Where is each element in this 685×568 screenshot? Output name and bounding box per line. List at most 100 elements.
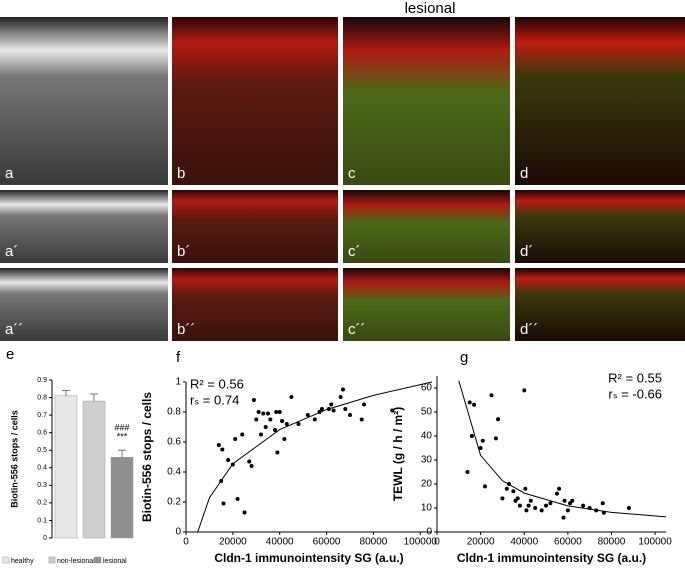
x-tick-label: 80000 (360, 537, 388, 548)
point (266, 411, 270, 416)
point (489, 393, 494, 398)
x-tick-label: 100000 (638, 537, 672, 548)
legend-label: healthy (11, 558, 34, 565)
point (522, 388, 527, 393)
x-tick-label: 40000 (266, 537, 294, 548)
micrograph (343, 190, 510, 263)
point (511, 489, 516, 494)
point (312, 417, 317, 422)
micrograph (172, 190, 338, 263)
point (390, 408, 395, 413)
point (331, 408, 336, 413)
annotation: R² = 0.56 (190, 376, 244, 391)
point (467, 400, 472, 405)
panel-label: e (6, 346, 14, 363)
y-tick-label: 0.8 (167, 407, 181, 418)
micrograph-label: d´´ (520, 321, 538, 338)
micrograph-label: c (348, 165, 356, 182)
point (247, 459, 252, 464)
y-tick-label: 0 (43, 535, 47, 542)
y-tick-label: 0.3 (37, 482, 47, 489)
point (319, 407, 324, 411)
point (338, 395, 343, 399)
point (570, 498, 575, 503)
point (493, 436, 498, 441)
point (242, 510, 247, 515)
legend-label: non-lesional (57, 558, 95, 565)
point (305, 413, 310, 417)
micrograph (0, 17, 168, 185)
point (273, 428, 278, 432)
annotation: rₛ = 0.74 (190, 392, 239, 407)
y-tick-label: 40 (421, 431, 433, 442)
micrograph (172, 17, 338, 185)
point (359, 417, 364, 422)
micrograph (343, 17, 510, 185)
y-tick-label: 0.7 (37, 412, 47, 419)
point (517, 503, 522, 508)
annotation: R² = 0.55 (608, 370, 662, 385)
figure-title: lesional (405, 0, 456, 17)
point (465, 470, 470, 474)
point (554, 491, 559, 496)
point (240, 432, 245, 437)
point (533, 506, 538, 510)
point (526, 503, 531, 508)
micrograph-label: a´ (5, 243, 18, 260)
point (528, 498, 533, 503)
point (469, 434, 474, 438)
point (317, 410, 322, 414)
point (581, 503, 586, 508)
x-tick-label: 0 (183, 537, 189, 548)
point (261, 411, 266, 416)
y-tick-label: 0.6 (37, 430, 47, 437)
point (496, 417, 501, 422)
y-tick-label: 0.4 (37, 465, 47, 472)
bar (54, 395, 78, 539)
point (561, 515, 566, 520)
micrograph (0, 190, 168, 263)
fit-curve (197, 381, 433, 533)
x-tick-label: 0 (434, 537, 440, 548)
y-tick-label: 0 (175, 527, 181, 538)
x-axis-label: Cldn-1 immunointensity SG (a.u.) (457, 551, 646, 565)
y-tick-label: 0.2 (167, 497, 181, 508)
y-tick-label: 0.2 (37, 500, 47, 507)
point (233, 437, 238, 441)
point (600, 501, 605, 506)
micrograph-label: d (520, 165, 528, 182)
micrograph (343, 268, 510, 341)
y-tick-label: 60 (421, 383, 433, 394)
annotation: ### (114, 423, 129, 433)
point (472, 402, 477, 407)
micrograph-label: d´ (520, 243, 533, 260)
micrograph-label: c´ (348, 243, 361, 260)
point (275, 450, 280, 455)
x-axis-label: Cldn-1 immunointensity SG (a.u.) (214, 551, 403, 565)
point (626, 506, 631, 510)
point (282, 437, 287, 441)
point (249, 464, 254, 468)
legend-label: lesional (103, 558, 127, 565)
legend-swatch (48, 556, 56, 564)
point (220, 447, 225, 452)
point (216, 443, 221, 447)
micrograph (515, 17, 685, 185)
micrograph-label: b´´ (177, 321, 195, 338)
panel-label: f (176, 349, 181, 366)
y-axis-label: Biotin-556 stops / cells (9, 410, 19, 508)
point (258, 432, 263, 437)
x-tick-label: 80000 (598, 537, 626, 548)
point (480, 438, 485, 443)
y-tick-label: 30 (421, 455, 433, 466)
point (544, 503, 549, 508)
point (268, 417, 273, 422)
point (226, 458, 231, 462)
fit-curve (458, 380, 667, 518)
point (230, 462, 235, 467)
y-tick-label: 0.9 (37, 377, 47, 384)
point (548, 501, 553, 506)
point (562, 498, 567, 503)
micrograph-label: a (5, 165, 14, 182)
y-tick-label: 0.5 (37, 447, 47, 454)
